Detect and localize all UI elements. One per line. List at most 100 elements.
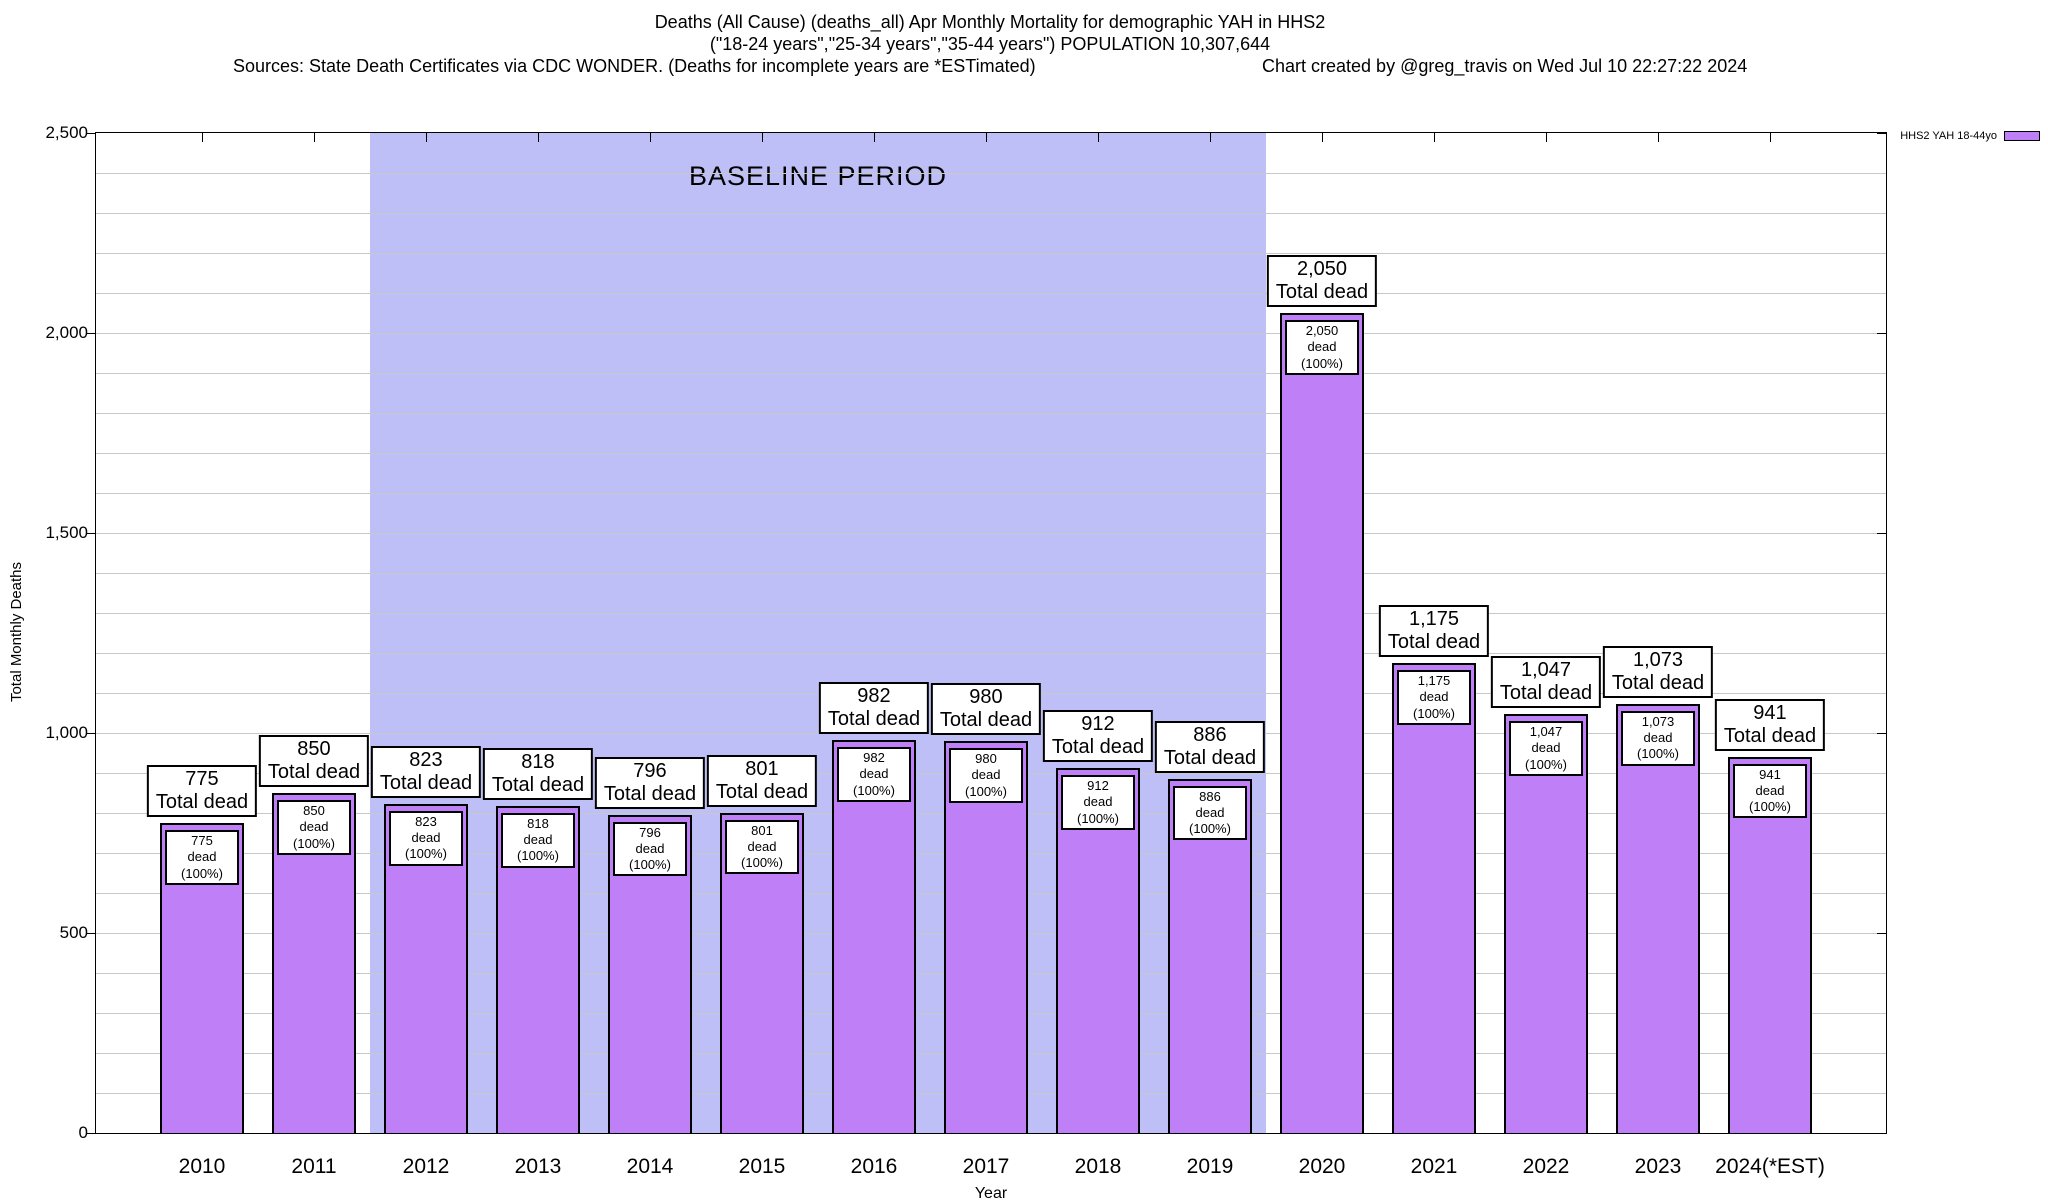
gridline <box>96 453 1886 454</box>
bar-inner-label: 980 dead (100%) <box>949 748 1023 803</box>
x-axis-tick-label: 2012 <box>402 1155 450 1178</box>
y-axis-tick <box>86 733 96 734</box>
y-axis-tick-label: 0 <box>78 1123 88 1142</box>
bar-outer-label: 796 Total dead <box>594 756 706 809</box>
bar-inner-label: 775 dead (100%) <box>165 830 239 885</box>
y-axis-tick-right <box>1877 733 1886 734</box>
bar-inner-label: 912 dead (100%) <box>1061 775 1135 830</box>
gridline <box>96 653 1886 654</box>
y-axis-tick <box>86 1133 96 1134</box>
gridline <box>96 333 1886 334</box>
bar-2023: 1,073 dead (100%) <box>1616 703 1700 1133</box>
x-axis-tick-label: 2022 <box>1522 1155 1570 1178</box>
bar-inner-label: 1,073 dead (100%) <box>1621 710 1695 766</box>
y-axis-tick-label: 500 <box>59 923 88 942</box>
x-axis-tick <box>1770 133 1771 142</box>
bar-inner-label: 1,175 dead (100%) <box>1397 670 1471 725</box>
bar-2022: 1,047 dead (100%) <box>1504 714 1588 1133</box>
gridline <box>96 373 1886 374</box>
bar-inner-label: 982 dead (100%) <box>837 747 911 802</box>
plot-area: BASELINE PERIOD Year 0 500 1,000 1,500 2,000… <box>45 123 1887 1200</box>
bar-outer-label: 982 Total dead <box>818 682 930 735</box>
bar-outer-label: 818 Total dead <box>482 747 594 800</box>
bar-outer-label: 823 Total dead <box>370 745 482 798</box>
gridline <box>96 573 1886 574</box>
x-axis-tick-label: 2016 <box>850 1155 898 1178</box>
bar-2010: 775 dead (100%) <box>160 823 244 1133</box>
bar-outer-label: 941 Total dead <box>1714 698 1826 751</box>
y-axis-tick <box>86 933 96 934</box>
x-axis-tick-label: 2010 <box>178 1155 226 1178</box>
x-axis-tick <box>202 133 203 142</box>
bar-inner-label: 1,047 dead (100%) <box>1509 721 1583 776</box>
y-axis-tick-label: 2,500 <box>45 123 88 142</box>
x-axis-tick-label: 2011 <box>291 1155 337 1178</box>
x-axis-tick-label: 2015 <box>738 1155 786 1178</box>
y-axis-tick-label: 1,000 <box>45 723 88 742</box>
x-axis-tick-label: 2019 <box>1186 1155 1234 1178</box>
x-axis-tick <box>1098 133 1099 142</box>
gridline <box>96 173 1886 174</box>
bar-outer-label: 912 Total dead <box>1042 710 1154 763</box>
legend-series-label: HHS2 YAH 18-44yo <box>1900 130 1997 142</box>
x-axis-tick <box>874 133 875 142</box>
baseline-period-label: BASELINE PERIOD <box>688 161 948 191</box>
chart-credit-note: Chart created by @greg_travis on Wed Jul… <box>1262 56 1748 76</box>
x-axis-tick <box>1658 133 1659 142</box>
y-axis-tick <box>86 533 96 534</box>
y-axis-tick-right <box>1877 1133 1886 1134</box>
bar-2020: 2,050 dead (100%) <box>1280 313 1364 1133</box>
x-axis-tick-label: 2024(*EST) <box>1715 1155 1825 1178</box>
x-axis-tick-label: 2017 <box>962 1155 1010 1178</box>
bar-2021: 1,175 dead (100%) <box>1392 663 1476 1133</box>
bar-2013: 818 dead (100%) <box>496 805 580 1133</box>
x-axis-tick-label: 2014 <box>626 1155 674 1178</box>
bar-2014: 796 dead (100%) <box>608 814 692 1133</box>
bar-outer-label: 1,175 Total dead <box>1378 605 1490 657</box>
gridline <box>96 613 1886 614</box>
bar-outer-label: 1,047 Total dead <box>1490 656 1602 709</box>
x-axis-tick <box>1546 133 1547 142</box>
y-axis-title: Total Monthly Deaths <box>8 561 25 703</box>
x-axis-tick <box>1434 133 1435 142</box>
y-axis-tick-right <box>1877 133 1886 134</box>
bar-2019: 886 dead (100%) <box>1168 778 1252 1133</box>
bar-outer-label: 886 Total dead <box>1154 720 1266 773</box>
bar-outer-label: 801 Total dead <box>706 754 818 807</box>
bar-inner-label: 796 dead (100%) <box>613 821 687 877</box>
gridline <box>96 253 1886 254</box>
legend-swatch-icon <box>2004 131 2040 141</box>
bar-2016: 982 dead (100%) <box>832 740 916 1133</box>
gridline <box>96 533 1886 534</box>
x-axis-tick-label: 2020 <box>1298 1155 1346 1178</box>
bar-2012: 823 dead (100%) <box>384 803 468 1133</box>
bar-inner-label: 850 dead (100%) <box>277 800 351 855</box>
bar-outer-label: 2,050 Total dead <box>1266 255 1378 307</box>
gridline <box>96 213 1886 214</box>
bar-2018: 912 dead (100%) <box>1056 768 1140 1133</box>
bar-inner-label: 801 dead (100%) <box>725 819 799 875</box>
bar-outer-label: 980 Total dead <box>930 683 1042 735</box>
chart-title: Deaths (All Cause) (deaths_all) Apr Mont… <box>654 12 1326 32</box>
y-axis-tick-right <box>1877 333 1886 334</box>
x-axis-tick-label: 2018 <box>1074 1155 1122 1178</box>
chart-sources-note: Sources: State Death Certificates via CD… <box>233 56 1036 76</box>
y-axis-tick-right <box>1877 533 1886 534</box>
bar-inner-label: 2,050 dead (100%) <box>1285 320 1359 375</box>
x-axis-tick <box>426 133 427 142</box>
bar-outer-label: 850 Total dead <box>258 735 370 787</box>
x-axis-tick-label: 2023 <box>1634 1155 1682 1178</box>
x-axis-title: Year <box>974 1185 1008 1200</box>
bar-inner-label: 823 dead (100%) <box>389 810 463 866</box>
x-axis-tick-label: 2013 <box>514 1155 562 1178</box>
y-axis-tick-label: 2,000 <box>45 323 88 342</box>
gridline <box>96 413 1886 414</box>
bar-outer-label: 775 Total dead <box>146 765 258 817</box>
chart-subtitle: ("18-24 years","25-34 years","35-44 year… <box>709 34 1271 54</box>
bar-2015: 801 dead (100%) <box>720 812 804 1133</box>
y-axis-tick-right <box>1877 933 1886 934</box>
x-axis-tick <box>538 133 539 142</box>
bar-inner-label: 818 dead (100%) <box>501 812 575 868</box>
bar-inner-label: 886 dead (100%) <box>1173 785 1247 841</box>
